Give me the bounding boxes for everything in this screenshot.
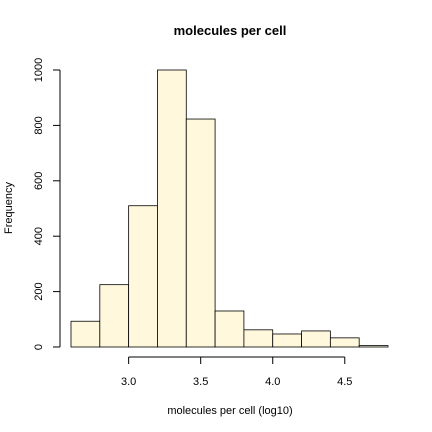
histogram-bar: [358, 345, 389, 348]
histogram-bar: [214, 310, 245, 348]
y-tick-label: 800: [33, 116, 45, 134]
y-tick-label: 1000: [33, 58, 45, 82]
histogram-bar: [70, 320, 101, 348]
chart-title: molecules per cell: [174, 23, 287, 38]
y-tick-label: 400: [33, 227, 45, 245]
x-axis: 3.0 3.5 4.0 4.5: [121, 356, 352, 388]
histogram-bar: [128, 205, 158, 348]
histogram-bar: [243, 329, 274, 348]
bars-group: [70, 69, 389, 348]
x-tick-label: 3.5: [193, 376, 208, 388]
histogram-bar: [157, 69, 187, 348]
x-tick-label: 4.0: [265, 376, 280, 388]
x-axis-label: molecules per cell (log10): [167, 405, 292, 417]
histogram-bar: [272, 333, 302, 348]
y-tick-label: 600: [33, 172, 45, 190]
x-tick-label: 3.0: [121, 376, 136, 388]
histogram-bar: [301, 330, 331, 348]
y-axis-label: Frequency: [3, 182, 15, 234]
histogram-bar: [185, 118, 216, 348]
y-tick-label: 200: [33, 282, 45, 300]
histogram-bar: [329, 337, 360, 348]
histogram-bar: [99, 284, 130, 348]
x-tick-label: 4.5: [337, 376, 352, 388]
y-tick-label: 0: [33, 344, 45, 350]
y-axis: 0 200 400 600 800 1000: [33, 58, 61, 350]
